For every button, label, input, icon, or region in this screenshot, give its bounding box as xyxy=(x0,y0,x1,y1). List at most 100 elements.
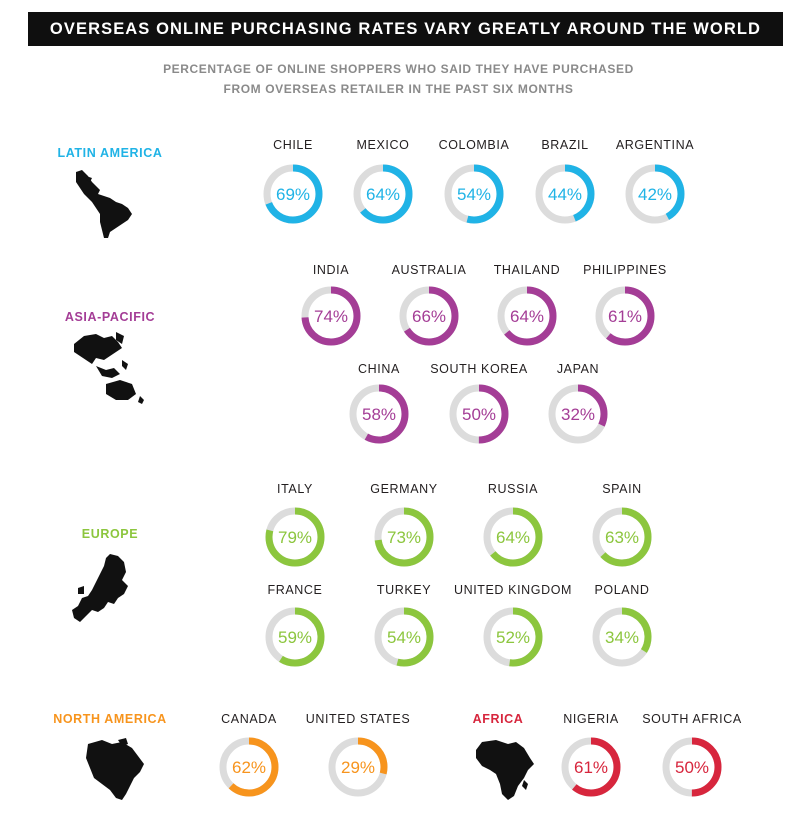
donut-australia: 66% xyxy=(399,286,459,346)
subtitle-line-1: PERCENTAGE OF ONLINE SHOPPERS WHO SAID T… xyxy=(163,62,634,76)
country-label-brazil: BRAZIL xyxy=(541,138,589,152)
country-label-united-kingdom: UNITED KINGDOM xyxy=(453,583,573,597)
donut-russia: 64% xyxy=(483,507,543,567)
donut-arc-spain xyxy=(592,507,652,567)
donut-arc-south-africa xyxy=(662,737,722,797)
donut-italy: 79% xyxy=(265,507,325,567)
donut-argentina: 42% xyxy=(625,164,685,224)
donut-canada: 62% xyxy=(219,737,279,797)
donut-philippines: 61% xyxy=(595,286,655,346)
donut-united-states: 29% xyxy=(328,737,388,797)
donut-arc-japan xyxy=(548,384,608,444)
page-title: OVERSEAS ONLINE PURCHASING RATES VARY GR… xyxy=(28,12,783,46)
value-label-france: 59% xyxy=(278,628,312,647)
value-label-russia: 64% xyxy=(496,528,530,547)
donut-arc-italy xyxy=(265,507,325,567)
donut-arc-canada xyxy=(219,737,279,797)
latin-america-map-icon xyxy=(76,170,132,238)
value-label-united-states: 29% xyxy=(341,758,375,777)
value-label-mexico: 64% xyxy=(366,185,400,204)
donut-france: 59% xyxy=(265,607,325,667)
region-label-africa: AFRICA xyxy=(472,712,524,726)
value-label-canada: 62% xyxy=(232,758,266,777)
asia-pacific-map-icon xyxy=(74,332,144,404)
donut-arc-germany xyxy=(374,507,434,567)
subtitle-line-2: FROM OVERSEAS RETAILER IN THE PAST SIX M… xyxy=(223,82,574,96)
country-label-china: CHINA xyxy=(358,362,400,376)
value-label-italy: 79% xyxy=(278,528,312,547)
donut-arc-colombia xyxy=(444,164,504,224)
value-label-turkey: 54% xyxy=(387,628,421,647)
value-label-united-kingdom: 52% xyxy=(496,628,530,647)
donut-brazil: 44% xyxy=(535,164,595,224)
donut-south-africa: 50% xyxy=(662,737,722,797)
country-label-russia: RUSSIA xyxy=(487,482,539,496)
donut-thailand: 64% xyxy=(497,286,557,346)
value-label-chile: 69% xyxy=(276,185,310,204)
value-label-thailand: 64% xyxy=(510,307,544,326)
value-label-nigeria: 61% xyxy=(574,758,608,777)
value-label-japan: 32% xyxy=(561,405,595,424)
value-label-australia: 66% xyxy=(412,307,446,326)
north-america-map-icon xyxy=(86,738,144,800)
country-label-chile: CHILE xyxy=(273,138,313,152)
donut-arc-united-states xyxy=(328,737,388,797)
donut-china: 58% xyxy=(349,384,409,444)
country-label-india: INDIA xyxy=(312,263,350,277)
donut-arc-poland xyxy=(592,607,652,667)
donut-arc-russia xyxy=(483,507,543,567)
donut-spain: 63% xyxy=(592,507,652,567)
donut-arc-philippines xyxy=(595,286,655,346)
country-label-argentina: ARGENTINA xyxy=(615,138,695,152)
country-label-united-states: UNITED STATES xyxy=(305,712,411,726)
donut-japan: 32% xyxy=(548,384,608,444)
value-label-south-korea: 50% xyxy=(462,405,496,424)
donut-arc-france xyxy=(265,607,325,667)
donut-arc-thailand xyxy=(497,286,557,346)
value-label-argentina: 42% xyxy=(638,185,672,204)
donut-poland: 34% xyxy=(592,607,652,667)
donut-arc-brazil xyxy=(535,164,595,224)
value-label-colombia: 54% xyxy=(457,185,491,204)
donut-chile: 69% xyxy=(263,164,323,224)
country-label-turkey: TURKEY xyxy=(376,583,432,597)
value-label-india: 74% xyxy=(314,307,348,326)
value-label-china: 58% xyxy=(362,405,396,424)
donut-arc-nigeria xyxy=(561,737,621,797)
donut-colombia: 54% xyxy=(444,164,504,224)
donut-arc-mexico xyxy=(353,164,413,224)
donut-mexico: 64% xyxy=(353,164,413,224)
country-label-south-africa: SOUTH AFRICA xyxy=(642,712,742,726)
country-label-thailand: THAILAND xyxy=(493,263,561,277)
value-label-brazil: 44% xyxy=(548,185,582,204)
donut-arc-australia xyxy=(399,286,459,346)
country-label-australia: AUSTRALIA xyxy=(391,263,467,277)
donut-arc-united-kingdom xyxy=(483,607,543,667)
europe-map-icon xyxy=(72,554,128,622)
donut-turkey: 54% xyxy=(374,607,434,667)
donut-india: 74% xyxy=(301,286,361,346)
country-label-colombia: COLOMBIA xyxy=(438,138,510,152)
value-label-spain: 63% xyxy=(605,528,639,547)
region-label-north-america: NORTH AMERICA xyxy=(53,712,167,726)
value-label-poland: 34% xyxy=(605,628,639,647)
donut-germany: 73% xyxy=(374,507,434,567)
country-label-mexico: MEXICO xyxy=(356,138,410,152)
country-label-japan: JAPAN xyxy=(556,362,600,376)
donut-arc-turkey xyxy=(374,607,434,667)
region-label-latin-america: LATIN AMERICA xyxy=(57,146,163,160)
region-label-asia-pacific: ASIA-PACIFIC xyxy=(64,310,156,324)
country-label-canada: CANADA xyxy=(221,712,277,726)
donut-arc-argentina xyxy=(625,164,685,224)
donut-nigeria: 61% xyxy=(561,737,621,797)
country-label-france: FRANCE xyxy=(267,583,323,597)
donut-arc-china xyxy=(349,384,409,444)
value-label-philippines: 61% xyxy=(608,307,642,326)
donut-arc-south-korea xyxy=(449,384,509,444)
country-label-spain: SPAIN xyxy=(602,482,642,496)
country-label-philippines: PHILIPPINES xyxy=(583,263,667,277)
donut-united-kingdom: 52% xyxy=(483,607,543,667)
country-label-nigeria: NIGERIA xyxy=(563,712,619,726)
donut-arc-chile xyxy=(263,164,323,224)
donut-south-korea: 50% xyxy=(449,384,509,444)
